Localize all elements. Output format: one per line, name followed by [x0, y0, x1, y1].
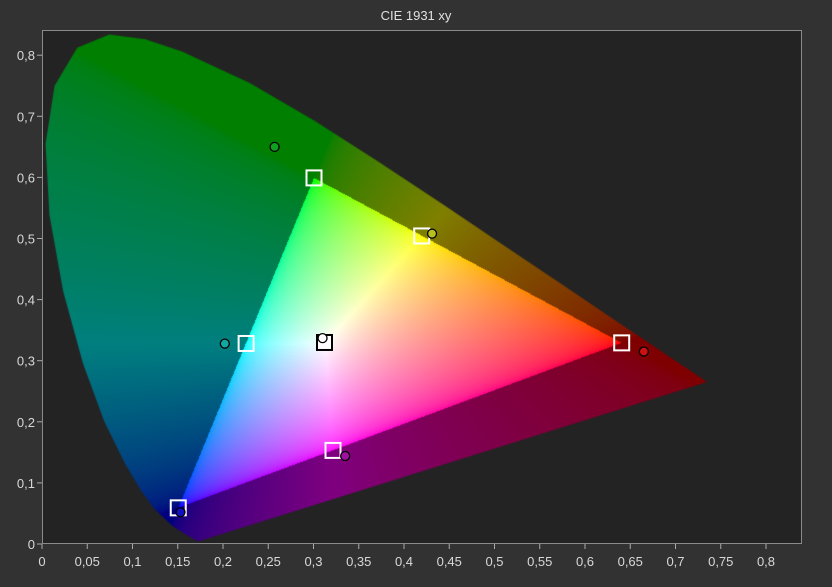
y-tick-label: 0,1 [17, 476, 35, 491]
y-tick-label: 0,4 [17, 293, 35, 308]
measured-point-green [269, 141, 280, 153]
x-tick-label: 0,3 [304, 554, 322, 569]
y-tick-label: 0,8 [17, 48, 35, 63]
x-tick-label: 0,35 [346, 554, 371, 569]
measured-point-cyan [219, 338, 230, 349]
x-tick-label: 0 [38, 554, 45, 569]
target-square-yellow [413, 227, 431, 245]
measured-point-yellow [426, 228, 438, 239]
x-tick-label: 0,6 [576, 554, 594, 569]
x-tick-label: 0,7 [666, 554, 684, 569]
x-tick-label: 0,8 [757, 554, 775, 569]
x-tick-label: 0,5 [485, 554, 503, 569]
x-tick-label: 0,1 [123, 554, 141, 569]
x-tick-label: 0,75 [708, 554, 733, 569]
x-tick-label: 0,25 [256, 554, 281, 569]
y-tick-label: 0,6 [17, 170, 35, 185]
x-tick-label: 0,15 [165, 554, 190, 569]
y-tick-label: 0,3 [17, 354, 35, 369]
x-tick-label: 0,05 [75, 554, 100, 569]
x-tick-label: 0,4 [395, 554, 413, 569]
measured-point-white [317, 332, 328, 344]
x-tick-label: 0,2 [214, 554, 232, 569]
chart-title: CIE 1931 xy [380, 8, 452, 23]
measured-point-blue [175, 507, 186, 518]
target-square-red [613, 334, 631, 352]
measured-point-red [638, 346, 649, 357]
y-tick-label: 0,5 [17, 232, 35, 247]
target-square-magenta [324, 441, 342, 459]
measured-point-magenta [340, 450, 351, 462]
x-tick-label: 0,55 [527, 554, 552, 569]
target-square-cyan [237, 334, 255, 352]
y-tick-label: 0,2 [17, 415, 35, 430]
x-tick-label: 0,65 [618, 554, 643, 569]
target-square-green [305, 169, 323, 187]
y-tick-label: 0 [28, 537, 35, 552]
y-tick-label: 0,7 [17, 109, 35, 124]
x-tick-label: 0,45 [437, 554, 462, 569]
